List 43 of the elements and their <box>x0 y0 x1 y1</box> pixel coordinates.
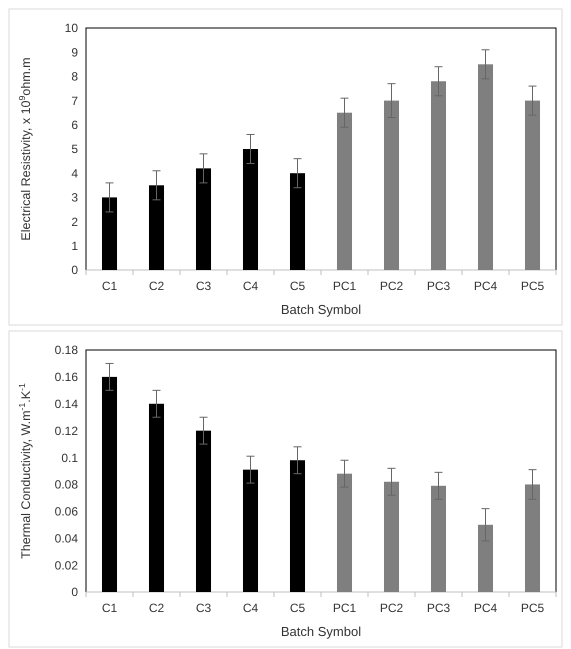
x-tick-label: PC2 <box>380 279 404 293</box>
y-tick-label: 4 <box>71 166 78 180</box>
x-tick-label: PC4 <box>474 601 498 615</box>
y-tick-label: 0 <box>71 585 78 600</box>
y-tick-label: 0.16 <box>54 370 78 384</box>
y-tick-label: 9 <box>71 45 78 60</box>
x-axis-title: Batch Symbol <box>280 302 362 317</box>
x-tick-label: PC5 <box>520 279 544 293</box>
y-tick-label: 0.1 <box>61 450 78 465</box>
x-tick-label: C2 <box>148 279 164 293</box>
y-tick-label: 0.14 <box>54 396 78 411</box>
y-tick-label: 0.02 <box>54 558 78 572</box>
x-tick-label: PC3 <box>426 279 450 293</box>
x-tick-label: PC5 <box>520 601 544 615</box>
y-tick-label: 0.06 <box>54 504 78 519</box>
y-tick-label: 2 <box>71 214 78 229</box>
x-tick-label: C1 <box>102 601 118 615</box>
y-tick-label: 3 <box>71 190 78 205</box>
x-tick-label: PC3 <box>426 601 450 615</box>
y-tick-label: 6 <box>71 118 78 132</box>
y-tick-label: 1 <box>71 239 78 253</box>
x-tick-label: C3 <box>196 279 212 293</box>
x-tick-label: C4 <box>242 601 258 615</box>
y-tick-label: 8 <box>71 70 78 84</box>
y-tick-label: 0.12 <box>54 424 78 438</box>
x-tick-label: C5 <box>290 279 306 293</box>
x-tick-label: C5 <box>290 601 306 615</box>
y-tick-label: 0.18 <box>54 343 78 358</box>
x-tick-label: PC1 <box>332 279 356 293</box>
x-axis-title: Batch Symbol <box>280 624 362 639</box>
y-tick-label: 5 <box>71 142 78 156</box>
x-tick-label: C4 <box>242 279 258 293</box>
y-tick-label: 7 <box>71 94 78 108</box>
x-tick-label: C2 <box>148 601 164 615</box>
x-tick-label: PC4 <box>474 279 498 293</box>
y-tick-label: 0.08 <box>54 478 78 492</box>
x-tick-label: C3 <box>196 601 212 615</box>
x-tick-label: PC2 <box>380 601 404 615</box>
x-tick-label: PC1 <box>332 601 356 615</box>
y-tick-label: 0 <box>71 263 78 278</box>
y-tick-label: 10 <box>64 21 78 36</box>
y-tick-label: 0.04 <box>54 531 78 546</box>
x-tick-label: C1 <box>102 279 118 293</box>
